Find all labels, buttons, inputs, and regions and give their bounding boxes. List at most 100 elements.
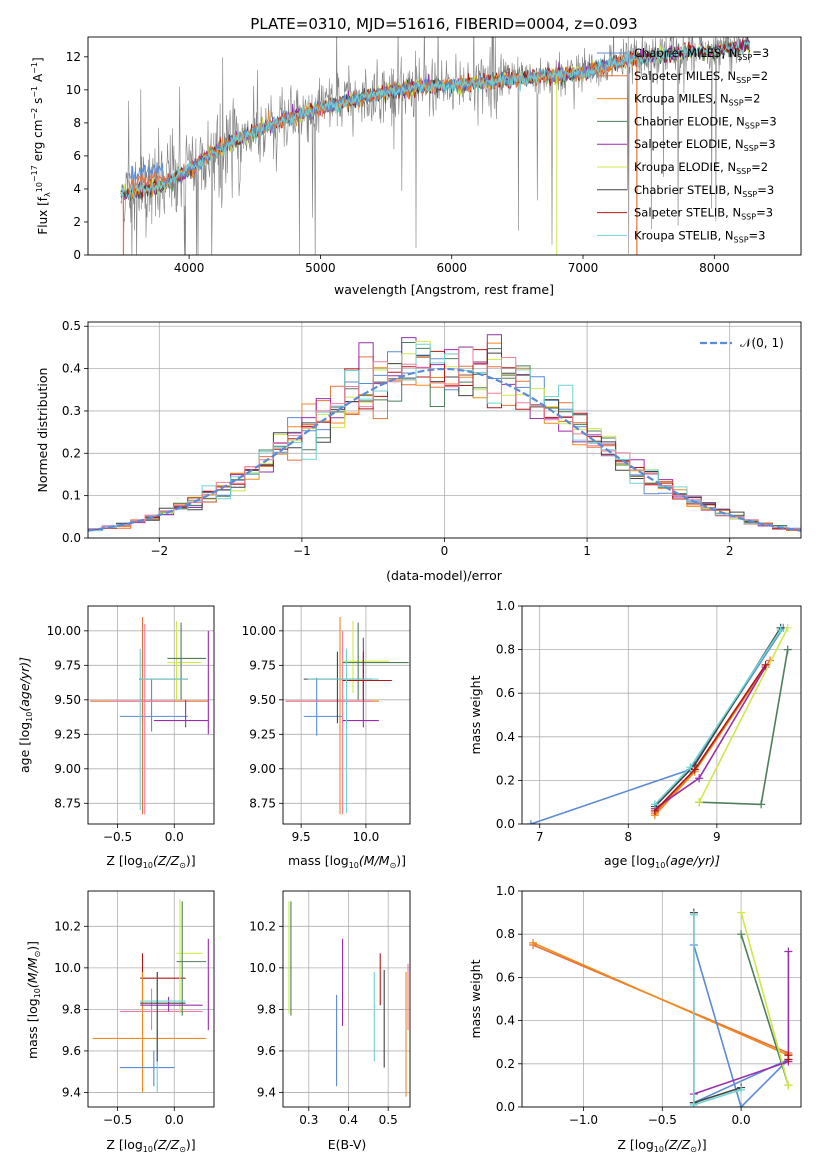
- weight-marker: [737, 908, 746, 917]
- weight-line-chabrier_miles: [693, 944, 789, 1107]
- x-axis-label-part: (Z/Z: [153, 853, 180, 868]
- x-axis-label: mass [log10(M/M⊙)]: [288, 853, 406, 870]
- y-tick-label: 0.4: [496, 730, 515, 744]
- y-tick-label: 10.0: [54, 961, 81, 975]
- legend-text: Chabrier ELODIE, N: [634, 114, 745, 128]
- x-axis-label-part: age [log: [604, 853, 655, 868]
- y-tick-label: 9.6: [257, 1044, 276, 1058]
- x-tick-label: 0.4: [339, 1113, 358, 1127]
- weight-line-kroupa_miles: [532, 942, 789, 1056]
- plot-area: [88, 606, 214, 824]
- weight-marker: [784, 1055, 793, 1064]
- y-axis-label-part: mass [log: [25, 998, 40, 1059]
- x-axis-label-part: ⊙: [690, 1145, 697, 1154]
- y-axis-label-part: ⊙: [33, 951, 42, 958]
- x-tick-label: −0.5: [103, 830, 132, 844]
- y-tick-label: 0.3: [62, 404, 81, 418]
- weight-marker: [737, 1103, 746, 1107]
- weight-marker: [689, 1100, 698, 1107]
- y-tick-label: 9.4: [257, 1085, 276, 1099]
- axes-frame: [282, 890, 411, 1108]
- y-tick-label: 12: [66, 50, 81, 64]
- y-tick-label: 0.4: [62, 362, 81, 376]
- y-axis-label-part: ]: [31, 57, 45, 62]
- legend-tail: =2: [751, 160, 768, 174]
- y-axis-label-part: (M/M: [25, 957, 40, 988]
- legend-tail: =3: [756, 206, 773, 220]
- x-axis-label-part: (age/yr)]: [665, 853, 720, 868]
- axes: 4000 5000 6000 7000 8000 0 2 4 6 8 10 12: [66, 36, 802, 275]
- weight-line-chabrier_elodie: [740, 933, 790, 1086]
- y-axis-label-part: erg cm: [31, 120, 45, 166]
- plot-area: [522, 606, 801, 824]
- y-tick-label: 9.25: [54, 727, 81, 741]
- y-tick-label: 10.00: [242, 624, 276, 638]
- weight-marker: [784, 947, 793, 956]
- y-axis-label: age [log10(age/yr)]: [17, 657, 34, 773]
- plot-area: [522, 891, 801, 1107]
- weight-marker: [784, 1081, 793, 1090]
- legend-tail: =3: [760, 114, 777, 128]
- y-axis-label: mass weight: [468, 959, 483, 1038]
- x-axis-label-part: ⊙: [179, 861, 186, 870]
- y-axis-label: Normed distribution: [35, 368, 50, 493]
- axes: 9.5 10.0 8.75 9.00 9.25 9.50 9.75 10.00: [242, 605, 411, 844]
- legend-entry: Kroupa ELODIE, NSSP=2: [634, 160, 768, 176]
- x-tick-label: −1: [293, 544, 311, 558]
- y-tick-label: 8.75: [249, 796, 276, 810]
- y-tick-label: 0.0: [62, 531, 81, 545]
- weight-marker: [686, 763, 695, 772]
- x-axis-label-part: 10: [654, 1145, 664, 1154]
- x-axis-label-part: (Z/Z: [153, 1137, 180, 1152]
- x-axis-label-part: Z [log: [106, 853, 142, 868]
- y-tick-label: 9.50: [54, 693, 81, 707]
- y-tick-label: 9.75: [249, 658, 276, 672]
- weight-marker: [690, 765, 699, 774]
- legend-entry: Chabrier MILES, NSSP=3: [634, 46, 769, 62]
- y-tick-label: 10.0: [249, 961, 276, 975]
- normal-curve: [88, 367, 801, 532]
- legend-text: Chabrier MILES, N: [634, 46, 737, 60]
- legend-text: Chabrier STELIB, N: [634, 183, 742, 197]
- x-axis-label-part: Z [log: [617, 1137, 653, 1152]
- axes: 7 8 9 0.0 0.2 0.4 0.6 0.8 1.0: [496, 599, 802, 844]
- legend-text: Salpeter ELODIE, N: [634, 137, 744, 151]
- x-axis-label-part: mass [log: [288, 853, 349, 868]
- weight-marker: [650, 800, 659, 809]
- x-axis-label-part: Z [log: [106, 1137, 142, 1152]
- weight-line-chabrier_stelib: [693, 912, 742, 1104]
- weight-line-chabrier_miles: [530, 627, 784, 824]
- axes-frame: [87, 36, 802, 256]
- axes: 0.3 0.4 0.5 9.4 9.6 9.8 10.0 10.2: [249, 890, 411, 1127]
- legend-text: Salpeter MILES, N: [634, 69, 736, 83]
- legend-sub: SSP: [737, 53, 752, 62]
- plot-area: [88, 322, 801, 538]
- y-axis-label-part: age [log: [17, 722, 32, 773]
- figure-title: PLATE=0310, MJD=51616, FIBERID=0004, z=0…: [250, 15, 637, 33]
- x-axis-label-part: )]: [186, 853, 196, 868]
- y-tick-label: 0.6: [496, 686, 515, 700]
- axes-frame: [87, 890, 215, 1108]
- x-axis-label: wavelength [Angstrom, rest frame]: [334, 282, 554, 297]
- legend-entry: Kroupa STELIB, NSSP=3: [634, 228, 765, 244]
- x-axis-label: (data-model)/error: [386, 568, 503, 583]
- y-tick-label: 9.75: [54, 658, 81, 672]
- legend-sub: SSP: [741, 213, 756, 222]
- x-axis-label-part: ⊙: [390, 861, 397, 870]
- x-tick-label: 1: [583, 544, 591, 558]
- x-tick-label: 0.0: [165, 830, 184, 844]
- axes-frame: [521, 605, 802, 825]
- y-tick-label: 9.50: [249, 693, 276, 707]
- y-tick-label: 0.2: [496, 1057, 515, 1071]
- y-tick-label: 2: [73, 215, 81, 229]
- y-axis-label-part: −17: [30, 165, 39, 182]
- legend-entry: Kroupa MILES, NSSP=2: [634, 92, 760, 108]
- x-axis-label-part: 10: [143, 1145, 153, 1154]
- y-tick-label: 0.2: [496, 773, 515, 787]
- histogram-salpeter_stelib: [88, 349, 801, 531]
- weight-line-chabrier_elodie: [699, 649, 789, 806]
- x-tick-label: 0: [441, 544, 449, 558]
- axes: −2 −1 0 1 2 0.0 0.1 0.2 0.3 0.4 0.5: [62, 319, 802, 558]
